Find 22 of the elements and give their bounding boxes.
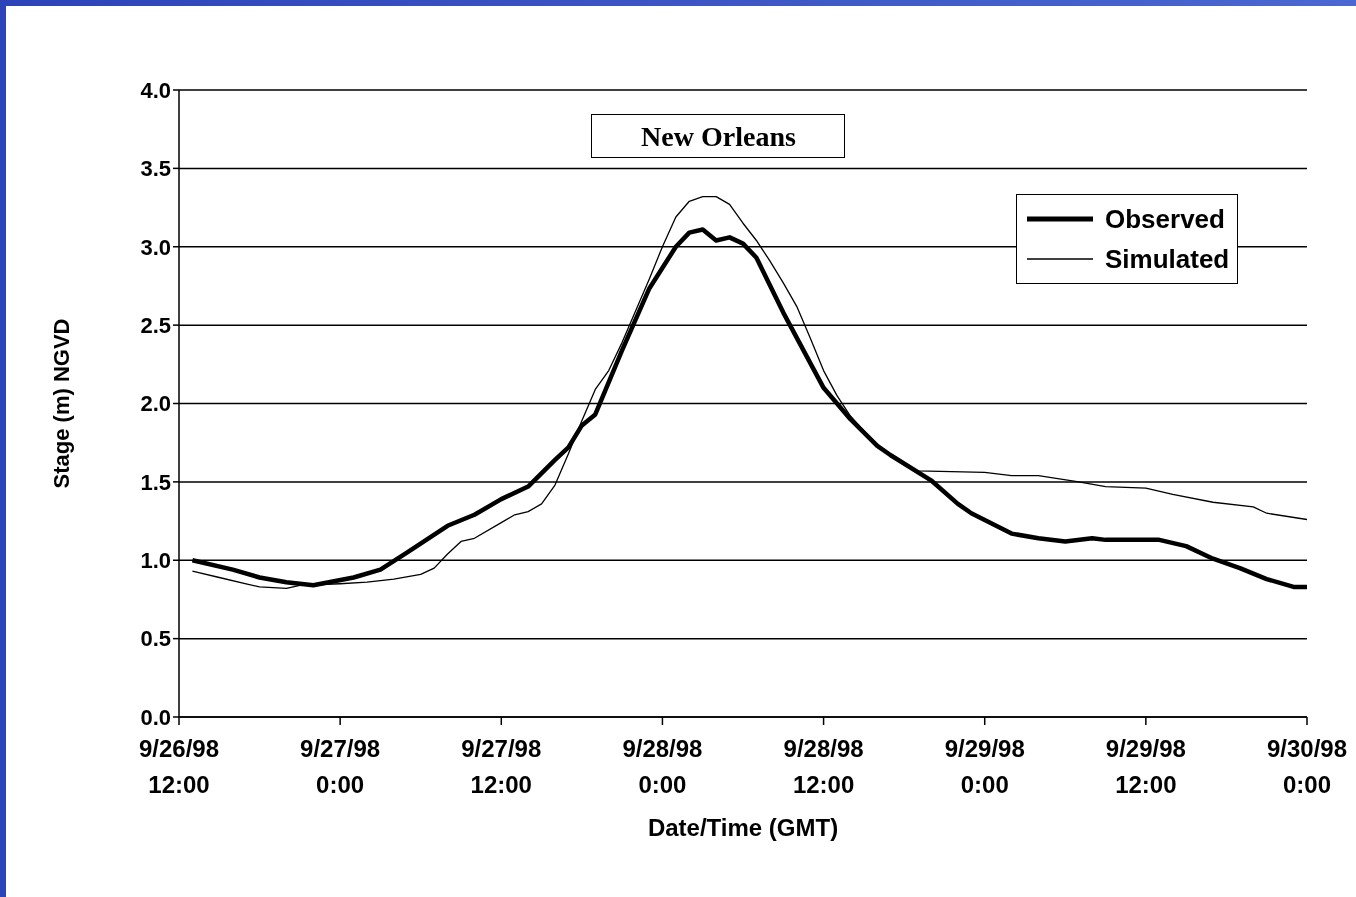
x-tick-label: 9/26/98 12:00 [138, 735, 220, 798]
y-tick-label: 1.5 [140, 469, 171, 495]
y-tick-label: 4.0 [140, 77, 171, 103]
x-tick-label: 9/29/98 12:00 [1105, 735, 1186, 798]
x-tick-label: 9/28/98 0:00 [622, 735, 703, 798]
x-tick-label: 9/28/98 12:00 [783, 735, 864, 798]
x-tick-label: 9/27/98 12:00 [461, 735, 542, 798]
y-tick-label: 1.0 [140, 548, 171, 574]
y-tick-label: 0.0 [140, 704, 171, 730]
x-tick-label: 9/29/98 0:00 [944, 735, 1025, 798]
y-tick-label: 0.5 [140, 626, 171, 652]
y-tick-label: 3.0 [140, 234, 171, 260]
y-tick-label: 3.5 [140, 156, 171, 182]
text: New Orleans [641, 120, 796, 153]
y-tick-label: 2.5 [140, 312, 171, 338]
x-axis-title: Date/Time (GMT) [647, 814, 839, 842]
y-axis-title: Stage (m) NGVD [48, 318, 74, 489]
x-tick-label: 9/30/98 0:00 [1266, 735, 1348, 798]
legend-label: Simulated [1105, 243, 1230, 275]
x-tick-label: 9/27/98 0:00 [300, 735, 381, 798]
y-tick-label: 2.0 [140, 391, 171, 417]
legend-label: Observed [1105, 203, 1225, 235]
